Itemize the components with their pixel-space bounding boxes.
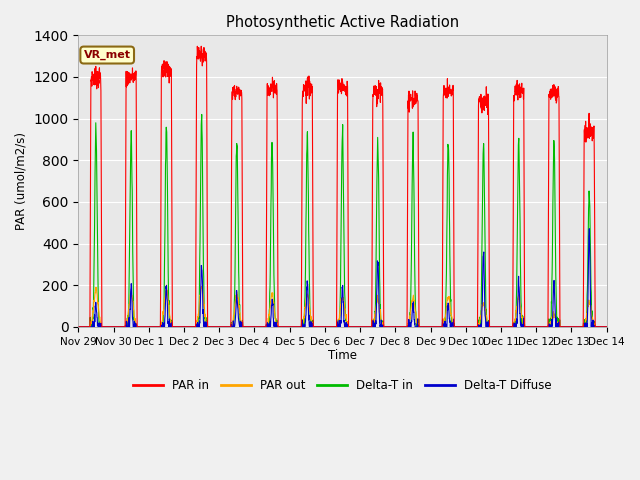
Line: Delta-T Diffuse: Delta-T Diffuse [79,229,607,327]
Delta-T in [222,324,230,330]
PAR in [556,324,564,330]
Line: PAR in: PAR in [79,46,607,327]
PAR in [571,324,579,330]
X-axis label: Time: Time [328,349,357,362]
PAR out [571,324,579,330]
Delta-T in [369,324,377,330]
PAR in [197,43,205,49]
PAR out [75,324,83,330]
Delta-T Diffuse [358,324,365,330]
Delta-T in [358,324,365,330]
Delta-T in [198,111,205,117]
Y-axis label: PAR (umol/m2/s): PAR (umol/m2/s) [15,132,28,230]
PAR in [603,324,611,330]
Title: Photosynthetic Active Radiation: Photosynthetic Active Radiation [226,15,459,30]
PAR in [496,324,504,330]
Delta-T in [571,324,579,330]
Delta-T Diffuse [556,324,564,330]
PAR in [222,324,230,330]
Delta-T Diffuse [222,324,230,330]
Delta-T in [75,324,83,330]
PAR in [369,94,377,99]
PAR out [556,324,564,330]
PAR out [222,324,230,330]
Text: VR_met: VR_met [84,50,131,60]
PAR out [496,324,504,330]
PAR out [603,324,611,330]
Delta-T Diffuse [571,324,579,330]
Line: PAR out: PAR out [79,285,607,327]
Delta-T Diffuse [603,324,611,330]
Line: Delta-T in: Delta-T in [79,114,607,327]
PAR out [163,282,170,288]
Delta-T in [556,324,564,330]
PAR in [358,324,365,330]
PAR out [358,324,365,330]
Delta-T Diffuse [586,226,593,232]
Delta-T Diffuse [496,324,504,330]
PAR out [369,320,377,325]
Delta-T Diffuse [75,324,83,330]
PAR in [75,324,83,330]
Delta-T in [603,324,611,330]
Legend: PAR in, PAR out, Delta-T in, Delta-T Diffuse: PAR in, PAR out, Delta-T in, Delta-T Dif… [129,374,556,396]
Delta-T in [496,324,504,330]
Delta-T Diffuse [369,318,377,324]
